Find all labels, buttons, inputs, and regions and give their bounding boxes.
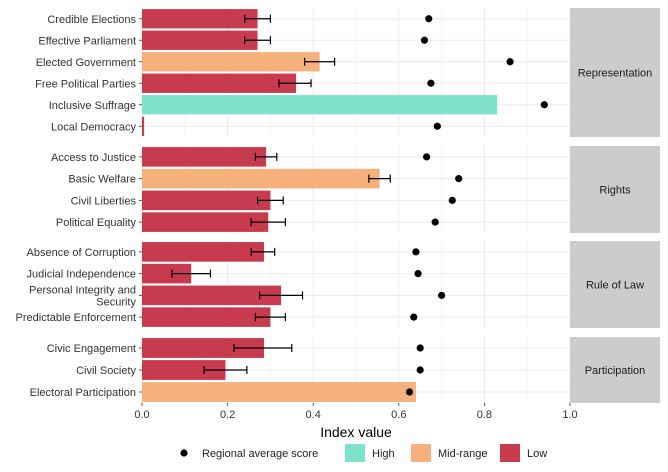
x-tick-label: 1.0 — [562, 409, 577, 421]
bar — [142, 285, 282, 306]
legend-label: Mid-range — [438, 448, 488, 460]
panel-strip-label: Representation — [578, 68, 653, 80]
bar — [142, 190, 271, 211]
bar — [142, 242, 264, 262]
bar — [142, 116, 145, 136]
category-label: Inclusive Suffrage — [49, 100, 136, 112]
panel-strips: Representation Rights Rule of Law Participa… — [570, 8, 660, 403]
bar — [142, 95, 498, 115]
category-label: Electoral Participation — [30, 387, 136, 399]
bar — [142, 338, 264, 358]
regional-average-point — [438, 291, 446, 299]
category-label: Absence of Corruption — [27, 247, 136, 259]
category-label: Personal Integrity and — [29, 284, 136, 296]
panel-strip — [570, 241, 660, 328]
x-tick-label: 0.4 — [306, 409, 321, 421]
regional-average-point — [423, 153, 431, 161]
regional-average-point — [506, 58, 514, 66]
bar — [142, 263, 192, 284]
regional-average-point — [410, 313, 418, 321]
category-label: Political Equality — [56, 217, 137, 229]
bar — [142, 212, 269, 232]
x-tick-label: 0.2 — [220, 409, 235, 421]
regional-average-point — [448, 196, 456, 204]
x-tick-label: 0.8 — [477, 409, 492, 421]
category-label: Civil Society — [76, 365, 136, 377]
bar — [142, 168, 380, 189]
panel-strip — [570, 337, 660, 403]
legend: Regional average score High Mid-range Low — [180, 444, 547, 462]
bar — [142, 52, 320, 72]
category-label: Civic Engagement — [47, 343, 136, 355]
category-label: Judicial Independence — [27, 269, 136, 281]
bar — [142, 73, 297, 93]
legend-swatch — [411, 444, 431, 462]
bar — [142, 147, 267, 167]
regional-average-point — [431, 218, 439, 226]
x-tick-label: 0.0 — [134, 409, 149, 421]
regional-average-point — [540, 101, 548, 109]
legend-label: Low — [527, 448, 547, 460]
regional-average-point — [405, 388, 414, 396]
category-label: Civil Liberties — [71, 195, 137, 207]
panel-strip — [570, 8, 660, 137]
category-label: Security — [96, 296, 136, 308]
regional-average-point — [412, 248, 420, 256]
category-label: Elected Government — [36, 57, 136, 69]
legend-swatch — [345, 444, 365, 462]
regional-average-point — [416, 344, 424, 352]
legend-label: Regional average score — [202, 448, 318, 460]
x-axis-title: Index value — [320, 424, 392, 440]
bars-layer — [142, 9, 548, 402]
regional-average-point — [416, 366, 424, 374]
panel-strip — [570, 146, 660, 233]
category-label: Credible Elections — [47, 14, 136, 26]
category-labels: Credible Elections Effective Parliament El… — [16, 14, 142, 399]
bar — [142, 30, 258, 50]
regional-average-point — [425, 15, 433, 23]
category-label: Local Democracy — [51, 121, 136, 133]
regional-average-point — [427, 79, 435, 87]
bar — [142, 9, 258, 29]
regional-average-point — [420, 36, 429, 44]
panel-strip-label: Rule of Law — [586, 280, 644, 292]
regional-average-point — [455, 175, 463, 183]
category-label: Basic Welfare — [68, 174, 136, 186]
panel-strip-label: Participation — [585, 365, 646, 377]
x-axis: 0.0 0.2 0.4 0.6 0.8 1.0 — [134, 403, 578, 421]
category-label: Free Political Parties — [35, 78, 136, 90]
legend-label: High — [372, 448, 395, 460]
x-tick-label: 0.6 — [391, 409, 406, 421]
category-label: Effective Parliament — [38, 35, 136, 47]
bar — [142, 360, 226, 380]
legend-point-swatch — [180, 449, 188, 457]
category-label: Predictable Enforcement — [16, 312, 136, 324]
bar — [142, 307, 271, 327]
regional-average-point — [433, 122, 441, 130]
regional-average-point — [414, 270, 422, 278]
legend-swatch — [500, 444, 520, 462]
bar — [142, 382, 416, 402]
panel-strip-label: Rights — [599, 185, 631, 197]
category-label: Access to Justice — [51, 152, 136, 164]
